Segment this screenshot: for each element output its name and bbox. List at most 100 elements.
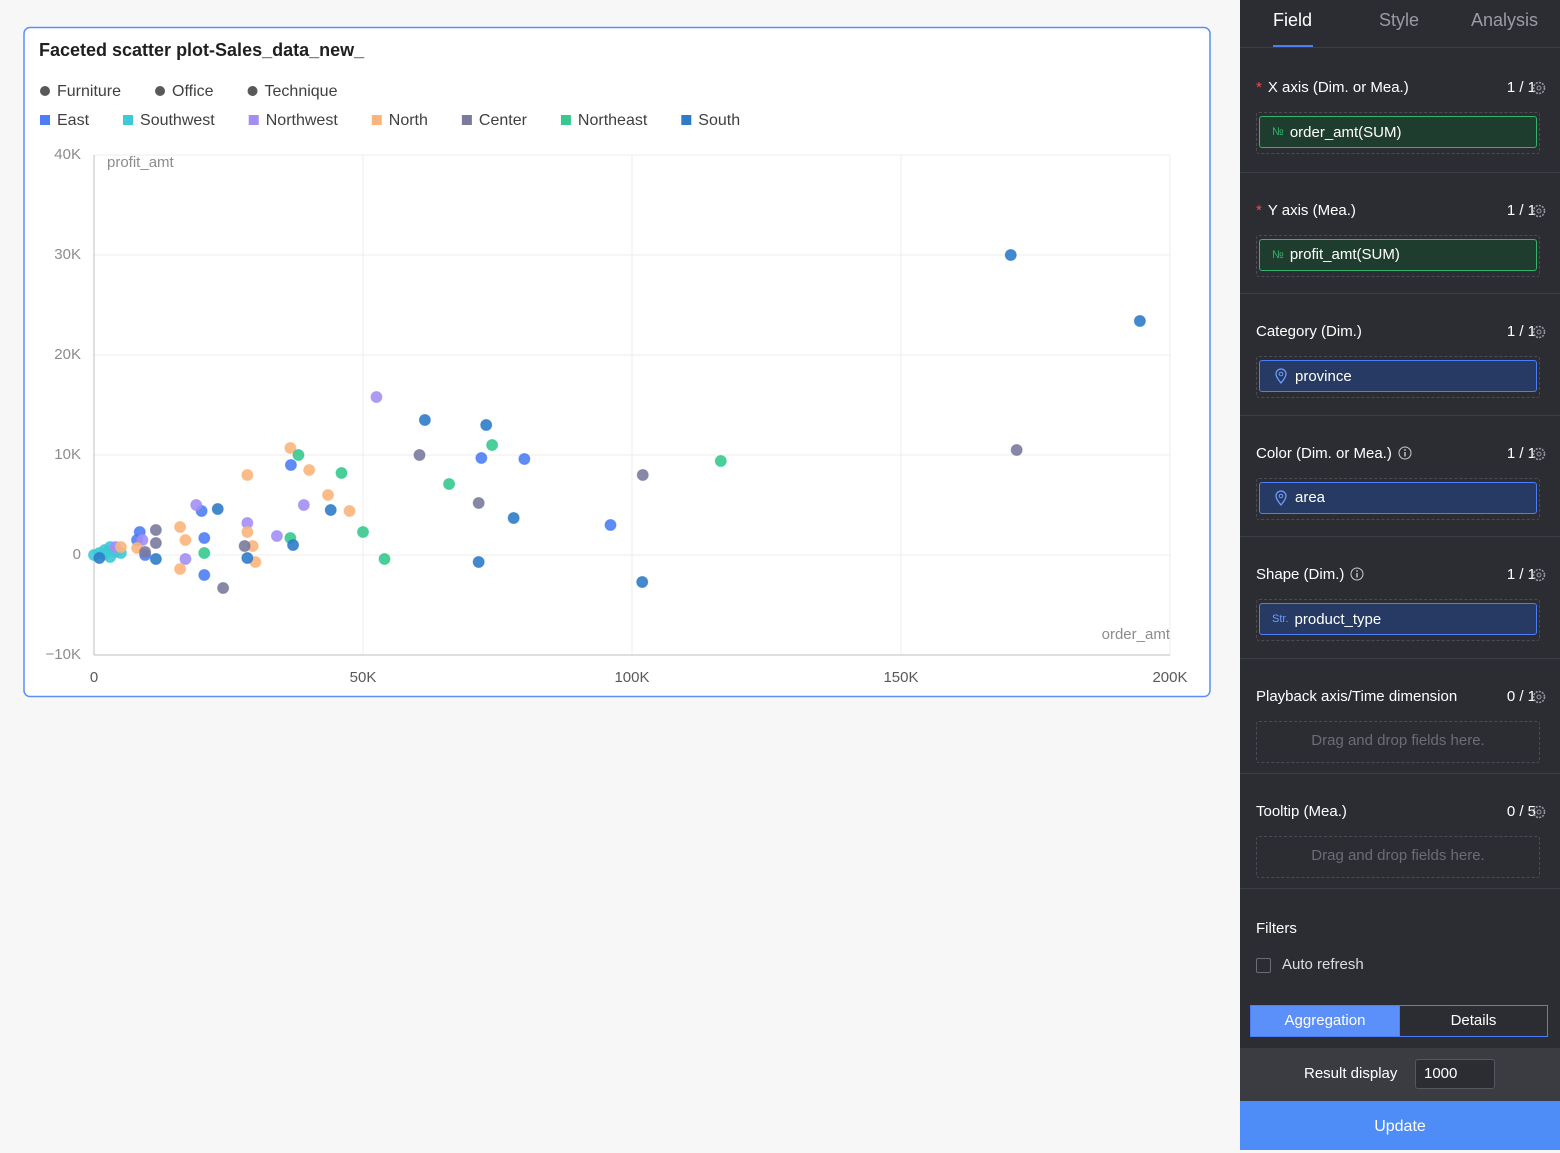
gear[interactable] (1532, 447, 1546, 465)
gear[interactable] (1532, 568, 1546, 586)
point (179, 534, 192, 546)
section-label: Category (Dim.) (1256, 323, 1362, 340)
tab[interactable]: Field (1273, 10, 1313, 30)
mode-button[interactable]: Aggregation (1250, 1005, 1400, 1037)
drop-zone[interactable]: Str. product_type (1256, 599, 1540, 641)
update-button[interactable]: Update (1240, 1101, 1560, 1150)
point (418, 414, 431, 426)
point (198, 547, 211, 559)
gear[interactable] (1532, 204, 1546, 222)
mode-button[interactable]: Details (1399, 1005, 1548, 1037)
gear-icon[interactable] (1532, 568, 1546, 582)
field-name: order_amt(SUM) (1289, 123, 1402, 141)
field-section: * X axis (Dim. or Mea.) 1 / 1 № order_amt(SU… (1240, 50, 1560, 171)
point (292, 449, 305, 461)
chart-card (23, 26, 1211, 698)
gear-icon[interactable] (1532, 690, 1546, 704)
section-label: Color (Dim. or Mea.) (1256, 445, 1412, 462)
point (604, 519, 617, 531)
gear-icon[interactable] (1532, 204, 1546, 218)
section-count: 0 / 1 (1506, 687, 1536, 705)
location-icon (1275, 368, 1287, 384)
drop-zone[interactable]: № order_amt(SUM) (1256, 112, 1540, 154)
chart-title: Faceted scatter plot-Sales_data_new_ (39, 40, 365, 60)
x-axis-title: order_amt (1102, 626, 1171, 643)
y-tick-label: −10K (46, 646, 81, 663)
point (284, 442, 297, 454)
result-input[interactable]: 1000 (1415, 1059, 1495, 1089)
point (507, 512, 520, 524)
legend-label: South (698, 112, 740, 129)
field-pill[interactable]: № order_amt(SUM) (1259, 116, 1537, 148)
field-type-icon: Str. (1272, 613, 1289, 625)
tab-divider (1240, 47, 1560, 48)
point (480, 419, 493, 431)
point (198, 569, 211, 581)
field-section: Shape (Dim.) 1 / 1 Str. product_type (1240, 536, 1560, 658)
gear-icon[interactable] (1532, 325, 1546, 339)
point (217, 582, 230, 594)
section-title: Playback axis/Time dimension (1256, 687, 1458, 705)
section-title: Tooltip (Mea.) (1256, 803, 1347, 820)
section-count: 1 / 1 (1506, 444, 1536, 462)
field-pill[interactable]: № profit_amt(SUM) (1259, 238, 1537, 271)
point (472, 497, 485, 509)
y-axis-title: profit_amt (107, 154, 175, 171)
drop-placeholder: Drag and drop fields here. (1311, 731, 1485, 749)
field-name: province (1295, 367, 1352, 385)
point (114, 541, 127, 553)
gear-icon[interactable] (1532, 805, 1546, 819)
field-type-icon: № (1272, 248, 1284, 261)
section-label: Shape (Dim.) (1256, 566, 1364, 583)
legend-label: Center (479, 112, 528, 129)
field-pill[interactable]: area (1259, 481, 1537, 514)
field-pill[interactable]: province (1259, 360, 1537, 392)
field-name: area (1295, 489, 1326, 506)
drop-zone[interactable]: province (1256, 356, 1540, 398)
point (343, 505, 356, 517)
drop-zone[interactable]: № profit_amt(SUM) (1256, 234, 1540, 277)
legend-label: Furniture (57, 83, 121, 100)
chart: Faceted scatter plot-Sales_data_new_ pro… (23, 26, 1211, 698)
tab[interactable]: Style (1379, 10, 1420, 30)
gear[interactable] (1532, 81, 1546, 99)
point (174, 521, 187, 533)
field-pill[interactable]: Str. product_type (1259, 603, 1537, 635)
gear[interactable] (1532, 805, 1546, 823)
tab-underline (1273, 45, 1313, 47)
legend-label: Technique (265, 83, 338, 100)
point (190, 499, 203, 511)
gear-icon[interactable] (1532, 447, 1546, 461)
required-mark: * (1256, 79, 1262, 96)
checkbox-label: Auto refresh (1282, 956, 1364, 973)
section-title: X axis (Dim. or Mea.) (1267, 79, 1409, 96)
legend-symbol (40, 86, 50, 96)
point (270, 530, 283, 542)
point (198, 532, 211, 544)
filters-label: Filters (1256, 920, 1297, 934)
y-tick-label: 0 (73, 546, 81, 563)
section-count: 1 / 1 (1506, 323, 1536, 340)
gear[interactable] (1532, 325, 1546, 343)
point (241, 526, 254, 538)
drop-zone[interactable]: Drag and drop fields here. (1256, 836, 1540, 878)
y-tick-label: 20K (54, 346, 81, 363)
section-divider (1240, 888, 1560, 889)
checkbox[interactable] (1256, 958, 1271, 973)
y-tick-label: 30K (54, 246, 81, 263)
section-title: Color (Dim. or Mea.) (1256, 444, 1392, 462)
gear-icon[interactable] (1532, 81, 1546, 95)
section-label: Playback axis/Time dimension (1256, 688, 1457, 705)
legend-symbol (560, 115, 571, 125)
gear[interactable] (1532, 690, 1546, 708)
result-label: Result display (1304, 1065, 1398, 1082)
point (149, 537, 162, 549)
drop-zone[interactable]: area (1256, 477, 1540, 520)
drop-zone[interactable]: Drag and drop fields here. (1256, 720, 1540, 763)
legend-symbol (40, 115, 50, 125)
legend-label: Northwest (266, 112, 339, 129)
section-count: 1 / 1 (1506, 201, 1536, 219)
required-mark: * (1256, 201, 1262, 219)
tab[interactable]: Analysis (1471, 10, 1539, 30)
field-section: Color (Dim. or Mea.) 1 / 1 area (1240, 414, 1560, 537)
